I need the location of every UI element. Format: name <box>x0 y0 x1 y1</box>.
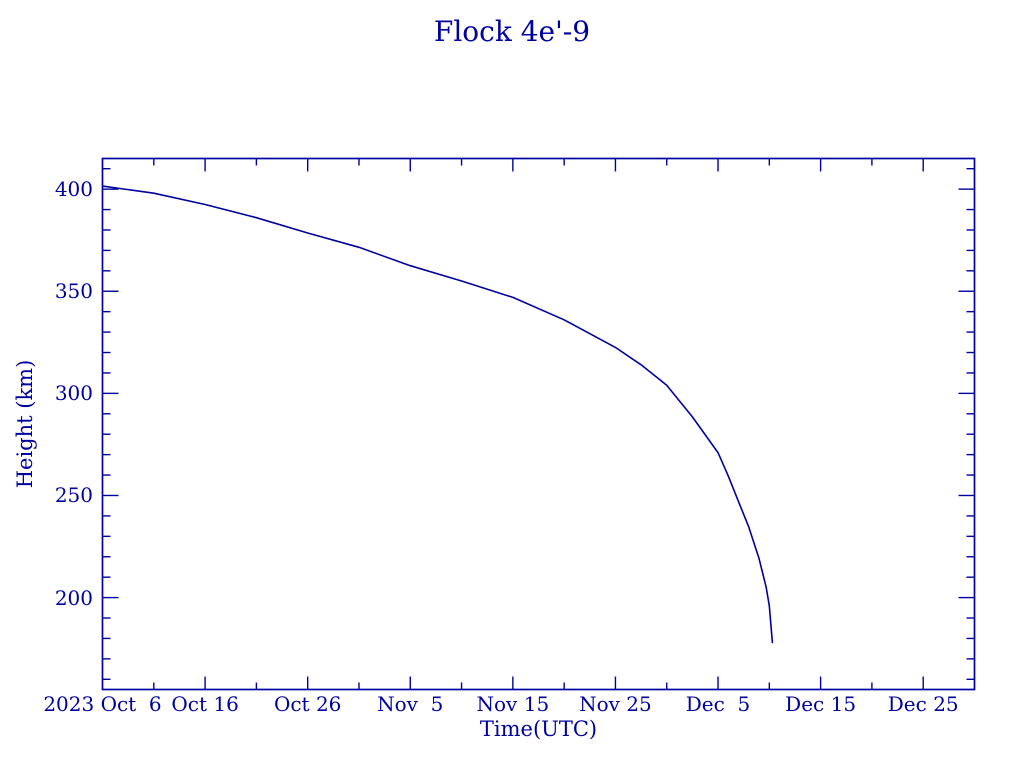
x-tick-label: Dec 25 <box>887 692 959 716</box>
axes-and-ticks <box>101 157 976 691</box>
y-tick-label: 250 <box>54 483 93 508</box>
x-axis-title: Time(UTC) <box>479 717 598 741</box>
y-axis-title: Height (km) <box>13 359 37 489</box>
y-tick-labels: 200 250 300 350 400 <box>0 0 93 768</box>
x-tick-label: Oct 26 <box>273 692 342 716</box>
y-tick-label: 350 <box>54 279 93 304</box>
x-tick-labels: 2023 Oct 6 Oct 16 Oct 26 Nov 5 Nov 15 Nov 25 D… <box>0 692 1024 718</box>
x-tick-label: Nov 15 <box>476 692 550 716</box>
chart-title: Flock 4e'-9 <box>433 15 591 48</box>
height-curve <box>101 185 774 644</box>
x-tick-label: 2023 Oct 6 <box>43 692 162 716</box>
y-tick-label: 200 <box>54 585 93 610</box>
y-tick-label: 400 <box>54 177 93 202</box>
x-tick-label: Oct 16 <box>171 692 239 716</box>
x-tick-label: Dec 5 <box>685 692 751 716</box>
y-tick-label: 300 <box>54 381 93 406</box>
x-tick-label: Nov 5 <box>377 692 444 716</box>
plot-box <box>101 157 976 691</box>
x-tick-label: Dec 15 <box>785 692 857 716</box>
x-tick-label: Nov 25 <box>579 692 652 716</box>
